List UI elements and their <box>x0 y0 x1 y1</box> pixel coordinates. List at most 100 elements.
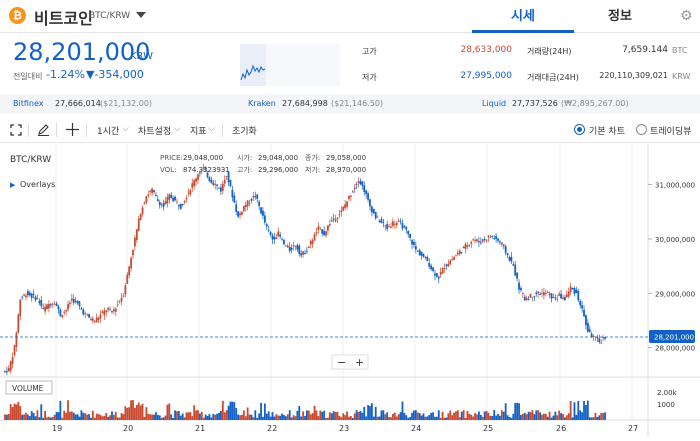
candle-body <box>265 224 268 227</box>
candle-body <box>204 166 207 170</box>
divider <box>56 123 57 137</box>
volume-bar <box>40 404 43 420</box>
candle-body <box>298 245 301 255</box>
chevron-down-icon[interactable]: ⌵ <box>122 124 129 134</box>
volume-bar <box>250 414 253 420</box>
candle-body <box>290 247 293 250</box>
fullscreen-icon[interactable] <box>10 124 22 136</box>
candle-body <box>11 357 14 364</box>
tab-market-price[interactable]: 시세 <box>472 0 574 33</box>
overlays-toggle-icon[interactable]: ▶ <box>10 181 16 189</box>
price-summary: 28,201,000 KRW 전일대비 -1.24% ▼-354,000 고가 … <box>0 34 700 92</box>
candle-body <box>437 276 440 279</box>
volume-bar <box>323 410 326 420</box>
candle-body <box>562 297 564 300</box>
candle-body <box>109 309 111 310</box>
candle-body <box>323 231 326 236</box>
candle-body <box>489 236 492 238</box>
candlestick-chart[interactable]: BTC/KRW ▶ Overlays PRICE: 29,048,000 VOL… <box>0 144 700 437</box>
candle-body <box>464 244 467 249</box>
chart-settings-menu[interactable]: 차트설정 <box>138 127 172 137</box>
volume-bar <box>7 414 10 420</box>
x-tick-label: 22 <box>267 424 277 433</box>
x-tick-label: 24 <box>411 424 421 433</box>
tradingview-label[interactable]: 트레이딩뷰 <box>650 127 692 137</box>
volume-bar <box>428 415 431 420</box>
tradingview-radio[interactable] <box>636 124 647 135</box>
candle-body <box>95 317 98 323</box>
coin-select-chevron-down-icon[interactable] <box>136 12 146 18</box>
chevron-down-icon[interactable]: ⌵ <box>174 124 181 134</box>
volume-bar <box>544 413 547 420</box>
candle-body <box>244 205 247 208</box>
candle-body <box>302 251 304 255</box>
zoom-in-button[interactable]: + <box>355 356 364 369</box>
reset-button[interactable]: 초기화 <box>232 127 257 137</box>
overlays-label[interactable]: Overlays <box>20 180 55 189</box>
volume-bar <box>118 417 121 420</box>
candle-body <box>252 196 255 198</box>
candle-body <box>248 202 251 204</box>
volume-bar <box>210 417 213 420</box>
candle-body <box>560 293 562 299</box>
volume-bar <box>130 400 132 420</box>
chevron-down-icon[interactable]: ⌵ <box>208 124 215 134</box>
candle-body <box>342 206 345 211</box>
volume-bar <box>95 413 98 420</box>
exchange-prices: Bitfinex 27,666,014 ($21,132.00) Kraken … <box>0 94 700 114</box>
basic-chart-radio[interactable] <box>574 124 585 135</box>
candle-body <box>443 268 446 269</box>
zoom-out-button[interactable]: − <box>337 356 346 369</box>
tab-info[interactable]: 정보 <box>608 9 632 24</box>
volume-bar <box>604 412 606 420</box>
crosshair-icon[interactable] <box>66 123 79 136</box>
volume-bar <box>162 417 165 420</box>
volume-bar <box>535 410 538 420</box>
interval-select[interactable]: 1시간 <box>97 127 120 137</box>
basic-chart-label[interactable]: 기본 차트 <box>589 127 625 137</box>
candle-body <box>506 253 509 256</box>
volume-bar <box>533 414 536 420</box>
volume-bar <box>254 410 257 420</box>
candle-body <box>172 197 175 202</box>
exchange-name[interactable]: Kraken <box>248 99 276 108</box>
candle-body <box>564 297 566 300</box>
candle-body <box>212 182 215 185</box>
candle-body <box>4 370 6 373</box>
volume-bar <box>537 410 540 420</box>
volume-bar <box>370 403 373 420</box>
price-chart[interactable]: BTC/KRW ▶ Overlays PRICE: 29,048,000 VOL… <box>0 144 700 437</box>
volume-bar <box>416 412 419 420</box>
volume-bar <box>569 401 572 420</box>
candle-body <box>590 333 593 337</box>
candle-body <box>353 187 356 190</box>
candle-body <box>372 208 375 214</box>
volume-bar <box>44 411 46 420</box>
candle-body <box>210 179 213 183</box>
volume-bar <box>311 413 314 420</box>
volume-bar <box>409 417 412 420</box>
candle-body <box>254 196 257 197</box>
volume-bar <box>63 410 66 420</box>
change-amount: ▼-354,000 <box>86 68 144 81</box>
candle-body <box>369 199 371 207</box>
volume-bar <box>558 410 561 420</box>
exchange-name[interactable]: Liquid <box>482 99 507 108</box>
candle-body <box>401 223 404 229</box>
volume-bar <box>235 407 238 420</box>
candle-body <box>28 292 31 296</box>
candle-body <box>160 204 163 206</box>
volume-bar <box>579 410 582 420</box>
exchange-sub: ($21,132.00) <box>100 99 153 108</box>
indicators-menu[interactable]: 지표 <box>190 127 207 137</box>
gear-icon[interactable]: ⚙ <box>680 8 693 24</box>
volume-bar <box>512 413 515 420</box>
volume-bar <box>346 411 348 420</box>
pencil-icon[interactable] <box>37 123 50 136</box>
volume-bar <box>242 410 245 420</box>
volume-bar <box>55 411 58 420</box>
candle-body <box>225 176 228 177</box>
volume-bar <box>306 410 308 420</box>
volume-bar <box>214 414 217 420</box>
exchange-name[interactable]: Bitfinex <box>13 99 44 108</box>
